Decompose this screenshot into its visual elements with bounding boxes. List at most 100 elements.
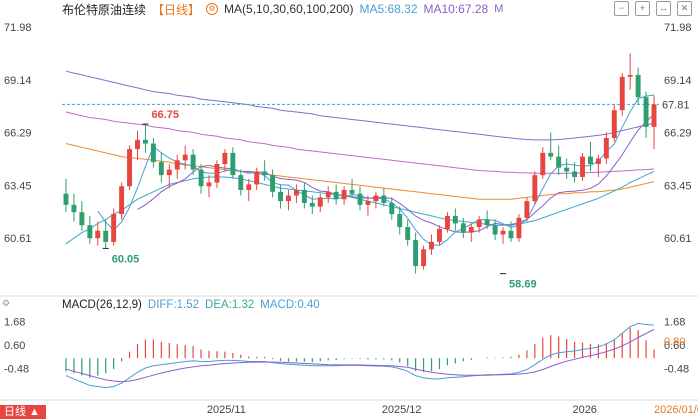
y-tick-left-0: 71.98	[4, 22, 32, 34]
candle-body-9	[135, 139, 140, 150]
macd-dea-value: DEA:1.32	[205, 299, 255, 311]
candle-body-60	[540, 152, 546, 176]
candle-body-57	[516, 217, 522, 239]
candle-body-16	[190, 154, 196, 170]
candle-body-74	[651, 104, 657, 127]
macd-y-tick-left-2: -0.48	[4, 364, 29, 376]
candle-body-53	[484, 219, 490, 226]
macd-y-tick-right-2: -0.48	[664, 364, 689, 376]
y-tick-right-3: 63.45	[664, 180, 692, 192]
macd-y-tick-right-1: 0.60	[664, 340, 685, 352]
candle-body-3	[87, 225, 93, 239]
candle-body-42	[397, 214, 403, 228]
ma200-line	[65, 70, 655, 141]
macd-y-tick-left-1: 0.60	[4, 340, 25, 352]
ma-params-label[interactable]: MA(5,10,30,60,100,200)	[224, 2, 354, 16]
candle-body-25	[262, 171, 268, 176]
ma-more-flag[interactable]: M	[494, 3, 504, 15]
period-label[interactable]: 【日线】	[152, 2, 201, 17]
ma10-line	[137, 113, 655, 233]
candle-body-36	[349, 189, 355, 194]
candle-body-62	[556, 156, 562, 168]
candle-body-44	[413, 240, 419, 267]
candle-body-10	[142, 139, 148, 144]
chart-header: 布伦特原油连续 【日线】 ⚙ MA(5,10,30,60,100,200) MA…	[62, 1, 503, 17]
macd-diff-value: DIFF:1.52	[147, 299, 200, 311]
macd-value: MACD:0.40	[260, 299, 320, 311]
candle-body-2	[79, 212, 85, 226]
candle-body-1	[71, 204, 77, 213]
x-tick-2: 2026	[572, 404, 596, 416]
candle-body-67	[595, 158, 601, 164]
candle-body-0	[63, 193, 69, 205]
y-tick-right-0: 71.98	[664, 22, 692, 34]
candle-body-64	[572, 171, 578, 177]
candle-body-68	[603, 138, 609, 159]
candle-body-43	[405, 227, 411, 241]
zoom-out-icon[interactable]: −	[614, 1, 629, 16]
candle-body-38	[365, 201, 371, 205]
candle-body-41	[389, 202, 395, 215]
candle-body-27	[278, 191, 283, 202]
pan-icon[interactable]: ↔	[656, 1, 671, 16]
candle-body-49	[452, 215, 458, 224]
macd-header: MACD(26,12,9) DIFF:1.52 DEA:1.32 MACD:0.…	[62, 299, 320, 311]
candle-body-21	[230, 152, 236, 176]
candle-body-19	[214, 163, 220, 183]
candle-body-40	[381, 195, 387, 203]
candle-body-63	[564, 167, 570, 172]
settings-circle-icon[interactable]: ⚙	[206, 3, 219, 15]
candle-body-52	[476, 219, 482, 228]
macd-params[interactable]: MACD(26,12,9)	[62, 299, 142, 311]
candle-body-17	[198, 169, 204, 187]
y-tick-right-2: 66.29	[664, 128, 692, 140]
candle-body-8	[127, 149, 133, 187]
current-price-box	[659, 97, 695, 112]
candle-body-59	[532, 175, 538, 202]
period-tab[interactable]: 日线 ▲	[0, 405, 46, 419]
candle-body-47	[437, 228, 442, 242]
candle-body-6	[111, 214, 117, 242]
candle-body-5	[103, 230, 109, 242]
candle-body-26	[270, 175, 276, 192]
y-tick-right-1: 69.14	[664, 75, 692, 87]
candle-body-69	[611, 110, 617, 139]
macd-diff-line	[65, 322, 655, 389]
candle-body-34	[333, 191, 339, 200]
candle-body-13	[166, 169, 172, 176]
instrument-title[interactable]: 布伦特原油连续	[62, 2, 147, 17]
candle-body-70	[619, 76, 625, 111]
candle-body-50	[460, 223, 466, 233]
extreme-label-1: 60.05	[112, 253, 140, 265]
candle-body-51	[468, 227, 474, 233]
macd-y-tick-left-0: 1.68	[4, 317, 25, 329]
y-tick-left-3: 63.45	[4, 180, 32, 192]
candle-body-7	[119, 186, 125, 215]
extreme-label-2: 58.69	[509, 279, 537, 291]
macd-y-tick-right-0: 1.68	[664, 317, 685, 329]
y-tick-left-4: 60.61	[4, 233, 32, 245]
candle-body-61	[548, 152, 554, 157]
candle-body-20	[222, 152, 228, 164]
close-icon[interactable]: ✕	[677, 1, 692, 16]
candle-body-71	[627, 74, 633, 77]
drag-handle-icon[interactable]: ⚙	[2, 298, 11, 308]
macd-dea-line	[65, 329, 655, 383]
candle-body-32	[317, 197, 323, 207]
candle-body-35	[341, 189, 347, 200]
x-tick-3: 2026/01/08 星期四	[654, 403, 698, 416]
x-tick-1: 2025/12	[382, 404, 422, 416]
current-price-label: 67.81	[662, 99, 690, 111]
candle-body-24	[254, 171, 260, 185]
candle-body-66	[587, 156, 593, 164]
ma100-line	[65, 111, 655, 174]
y-tick-left-2: 66.29	[4, 128, 32, 140]
zoom-in-icon[interactable]: +	[635, 1, 650, 16]
extreme-label-0: 66.75	[151, 109, 179, 121]
candle-body-39	[373, 195, 379, 202]
candle-body-22	[238, 175, 244, 190]
candle-body-55	[500, 230, 506, 235]
candle-body-18	[206, 182, 212, 187]
macd-current-label: 0.80	[664, 336, 685, 348]
